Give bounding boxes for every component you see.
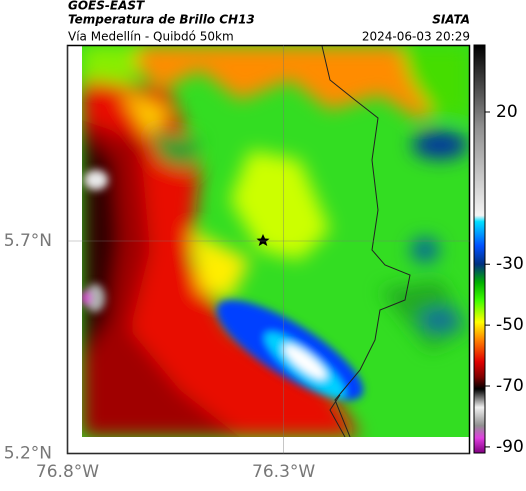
- lat-tick-label: 5.7°N: [4, 231, 52, 251]
- boundary: [321, 46, 411, 437]
- colorbar-tick-label: -30: [496, 254, 524, 274]
- lat-tick-label: 5.2°N: [4, 444, 52, 464]
- colorbar-tick-label: 20: [496, 102, 518, 122]
- title: GOES-EAST: [68, 0, 145, 13]
- datetime: 2024-06-03 20:29: [362, 30, 470, 44]
- colorbar: [473, 44, 486, 454]
- colorbar-tick-label: -90: [496, 437, 524, 457]
- satellite-field: [82, 46, 469, 437]
- colorbar-tick-label: -50: [496, 315, 524, 335]
- location-star: [256, 234, 270, 246]
- source: SIATA: [432, 13, 470, 27]
- colorbar-tick-label: -70: [496, 376, 524, 396]
- subtitle: Temperatura de Brillo CH13: [68, 13, 255, 27]
- boundary: [329, 394, 346, 437]
- route: Vía Medellín - Quibdó 50km: [68, 30, 234, 44]
- lon-tick-label: 76.8°W: [36, 462, 99, 482]
- lon-tick-label: 76.3°W: [252, 462, 315, 482]
